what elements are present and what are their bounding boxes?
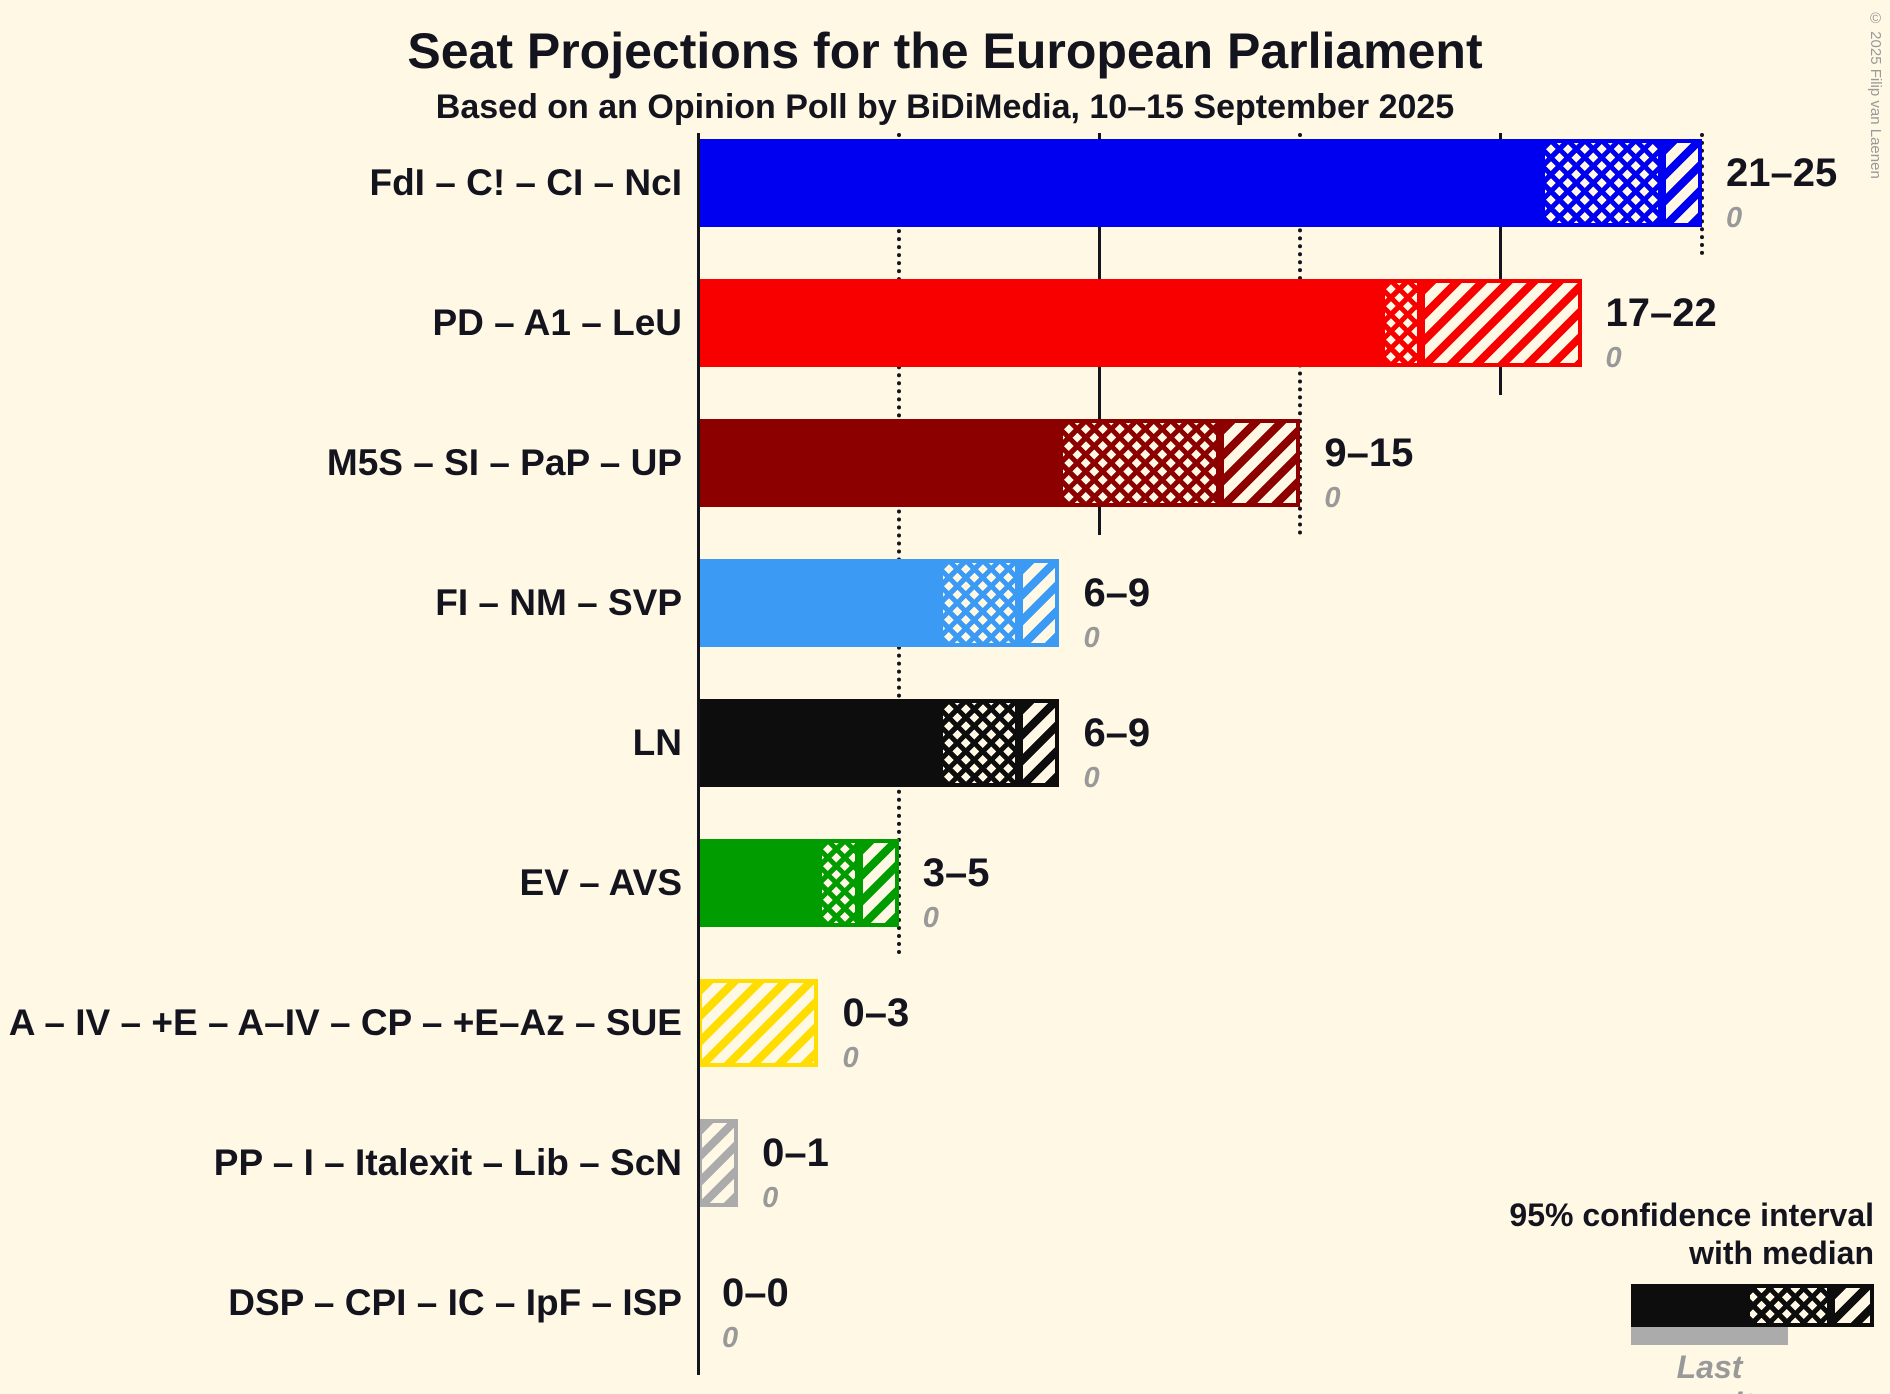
value-label: 17–22 0	[1606, 289, 1717, 375]
value-label: 9–15 0	[1324, 429, 1413, 515]
last-result-value: 0	[1083, 622, 1100, 654]
bar-solid-segment	[698, 139, 1542, 227]
party-label: A – IV – +E – A–IV – CP – +E–Az – SUE	[8, 1002, 682, 1043]
last-result-value: 0	[922, 902, 939, 934]
range-label: 6–9	[1083, 571, 1151, 615]
bar-ci-upper-hatch	[1661, 139, 1702, 227]
bar-ci-upper-hatch	[1420, 279, 1582, 367]
legend-last-result-bar	[1631, 1327, 1788, 1345]
bar-ci-lower-hatch	[938, 699, 1020, 787]
value-label: 6–9 0	[1083, 709, 1150, 795]
bar-ci-lower-hatch	[818, 839, 859, 927]
last-result-value: 0	[842, 1042, 859, 1074]
value-label: 6–9 0	[1083, 569, 1150, 655]
copyright-notice: © 2025 Filip van Laenen	[1867, 10, 1884, 179]
bar-ci-upper-hatch	[698, 1119, 739, 1207]
bar-ci-upper-hatch	[1019, 559, 1060, 647]
seat-bar	[698, 419, 1301, 507]
bar-solid-segment	[698, 279, 1381, 367]
value-label: 0–1 0	[762, 1129, 829, 1215]
legend-ci-label-line2: with median	[1689, 1235, 1874, 1271]
bar-ci-lower-hatch	[1380, 279, 1421, 367]
bar-solid-segment	[698, 839, 819, 927]
seat-bar	[698, 979, 819, 1067]
seat-bar	[698, 839, 899, 927]
range-label: 0–1	[762, 1131, 829, 1175]
legend-graphic: Last result	[1631, 1284, 1874, 1394]
chart-title: Seat Projections for the European Parlia…	[407, 23, 1483, 79]
party-label: PP – I – Italexit – Lib – ScN	[213, 1142, 682, 1183]
last-result-value: 0	[762, 1182, 779, 1214]
last-result-value: 0	[1083, 762, 1100, 794]
chart-subtitle: Based on an Opinion Poll by BiDiMedia, 1…	[435, 88, 1455, 126]
legend-ci-bar	[1631, 1284, 1874, 1327]
legend-solid-segment	[1631, 1284, 1746, 1327]
bar-ci-lower-hatch	[1059, 419, 1221, 507]
range-label: 0–3	[842, 991, 910, 1035]
bar-solid-segment	[698, 419, 1060, 507]
seat-bar	[698, 1119, 739, 1207]
gridline	[1499, 133, 1503, 395]
bar-solid-segment	[698, 559, 939, 647]
legend-crosshatch-segment	[1746, 1284, 1831, 1327]
y-axis	[696, 133, 700, 1375]
party-label: M5S – SI – PaP – UP	[326, 442, 682, 483]
party-label: FI – NM – SVP	[435, 582, 682, 623]
gridline	[896, 133, 901, 955]
legend-diagonal-segment	[1831, 1284, 1874, 1327]
seat-bar	[698, 139, 1702, 227]
value-label: 21–25 0	[1726, 149, 1837, 235]
legend: 95% confidence interval with median Last…	[1314, 1196, 1874, 1394]
party-label: PD – A1 – LeU	[432, 302, 683, 343]
bar-solid-segment	[698, 699, 939, 787]
party-label: LN	[632, 722, 682, 763]
bar-ci-upper-hatch	[858, 839, 899, 927]
range-label: 6–9	[1083, 711, 1151, 755]
last-result-value: 0	[1726, 202, 1743, 234]
bar-ci-upper-hatch	[1019, 699, 1060, 787]
range-label: 21–25	[1726, 151, 1838, 195]
range-label: 0–0	[722, 1271, 789, 1315]
value-label: 0–3 0	[842, 989, 909, 1075]
party-label: DSP – CPI – IC – IpF – ISP	[228, 1282, 682, 1323]
seat-bar	[698, 559, 1060, 647]
party-label: FdI – C! – CI – NcI	[369, 162, 682, 203]
seat-bar	[698, 279, 1582, 367]
bar-ci-upper-hatch	[1220, 419, 1301, 507]
range-label: 9–15	[1324, 431, 1414, 475]
legend-last-result-label: Last result	[1666, 1349, 1753, 1394]
range-label: 17–22	[1605, 291, 1717, 335]
value-label: 3–5 0	[923, 849, 990, 935]
party-label: EV – AVS	[519, 862, 682, 903]
range-label: 3–5	[922, 851, 990, 895]
value-label: 0–0 0	[722, 1269, 789, 1355]
last-result-value: 0	[1324, 482, 1341, 514]
legend-ci-label-line1: 95% confidence interval	[1509, 1197, 1874, 1233]
bar-ci-lower-hatch	[938, 559, 1020, 647]
bar-ci-lower-hatch	[1541, 139, 1662, 227]
seat-bar	[698, 699, 1060, 787]
bar-ci-upper-hatch	[698, 979, 819, 1067]
last-result-value: 0	[1605, 342, 1622, 374]
last-result-value: 0	[722, 1322, 739, 1354]
gridline	[1700, 133, 1704, 255]
